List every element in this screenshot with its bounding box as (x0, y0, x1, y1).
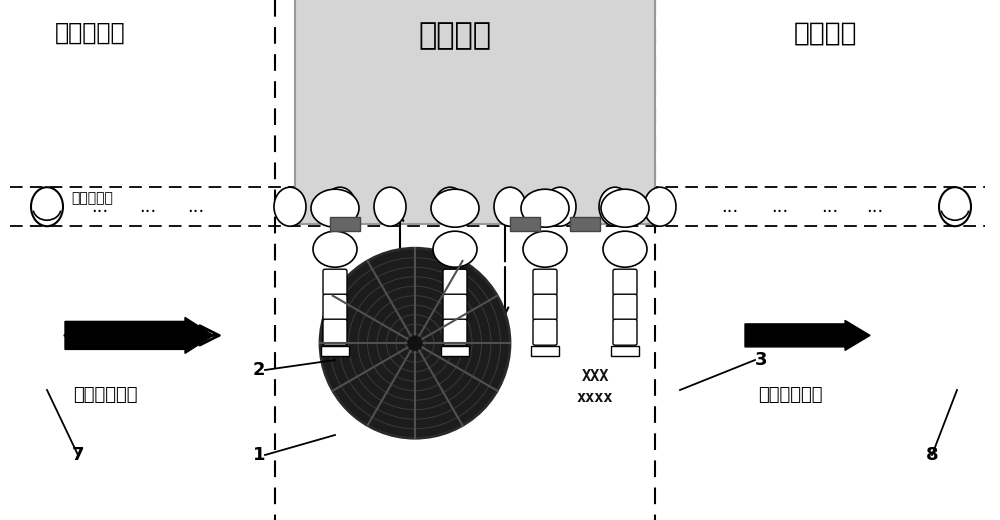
Text: 产线运输方向: 产线运输方向 (758, 386, 822, 404)
Ellipse shape (31, 187, 63, 226)
Ellipse shape (431, 189, 479, 227)
FancyBboxPatch shape (613, 269, 637, 295)
Text: 分流区域: 分流区域 (418, 21, 492, 50)
Text: ...: ... (771, 198, 789, 216)
Ellipse shape (374, 187, 406, 226)
FancyBboxPatch shape (613, 319, 637, 345)
FancyArrow shape (65, 317, 213, 354)
Ellipse shape (523, 231, 567, 267)
Text: 7: 7 (72, 446, 84, 464)
Text: 2: 2 (252, 361, 265, 379)
Ellipse shape (544, 187, 576, 226)
FancyBboxPatch shape (533, 269, 557, 295)
Ellipse shape (939, 187, 971, 226)
Text: 合格区域: 合格区域 (793, 21, 857, 47)
FancyBboxPatch shape (510, 217, 540, 230)
FancyBboxPatch shape (533, 294, 557, 320)
FancyArrow shape (745, 320, 870, 350)
FancyBboxPatch shape (533, 319, 557, 345)
FancyBboxPatch shape (295, 0, 655, 224)
Ellipse shape (311, 189, 359, 227)
Text: XXX
xxxx: XXX xxxx (577, 369, 613, 406)
FancyBboxPatch shape (443, 319, 467, 345)
FancyBboxPatch shape (330, 217, 360, 230)
FancyBboxPatch shape (323, 294, 347, 320)
Text: 1: 1 (252, 446, 265, 464)
Text: ...: ... (866, 198, 884, 216)
Text: ...: ... (91, 198, 109, 216)
Ellipse shape (313, 231, 357, 267)
Ellipse shape (599, 187, 631, 226)
Ellipse shape (274, 187, 306, 226)
Circle shape (320, 248, 510, 438)
FancyBboxPatch shape (443, 294, 467, 320)
FancyBboxPatch shape (570, 217, 600, 230)
Text: ...: ... (721, 198, 739, 216)
Ellipse shape (601, 189, 649, 227)
Text: 抓拍检测区: 抓拍检测区 (55, 21, 125, 45)
Ellipse shape (434, 187, 466, 226)
Text: ...: ... (187, 198, 205, 216)
FancyBboxPatch shape (443, 269, 467, 295)
Text: 8: 8 (926, 446, 938, 464)
Text: 3: 3 (755, 351, 768, 369)
Ellipse shape (603, 231, 647, 267)
Text: 产线运输方向: 产线运输方向 (73, 386, 137, 404)
Ellipse shape (521, 189, 569, 227)
Text: ...: ... (821, 198, 839, 216)
FancyBboxPatch shape (531, 346, 559, 356)
Text: 顺时针旋转: 顺时针旋转 (71, 191, 113, 205)
FancyBboxPatch shape (441, 346, 469, 356)
Ellipse shape (324, 187, 356, 226)
Ellipse shape (494, 187, 526, 226)
FancyBboxPatch shape (611, 346, 639, 356)
FancyBboxPatch shape (613, 294, 637, 320)
Circle shape (408, 336, 422, 350)
Ellipse shape (433, 231, 477, 267)
FancyBboxPatch shape (323, 319, 347, 345)
Text: ...: ... (139, 198, 157, 216)
Ellipse shape (644, 187, 676, 226)
FancyBboxPatch shape (321, 346, 349, 356)
FancyBboxPatch shape (323, 269, 347, 295)
